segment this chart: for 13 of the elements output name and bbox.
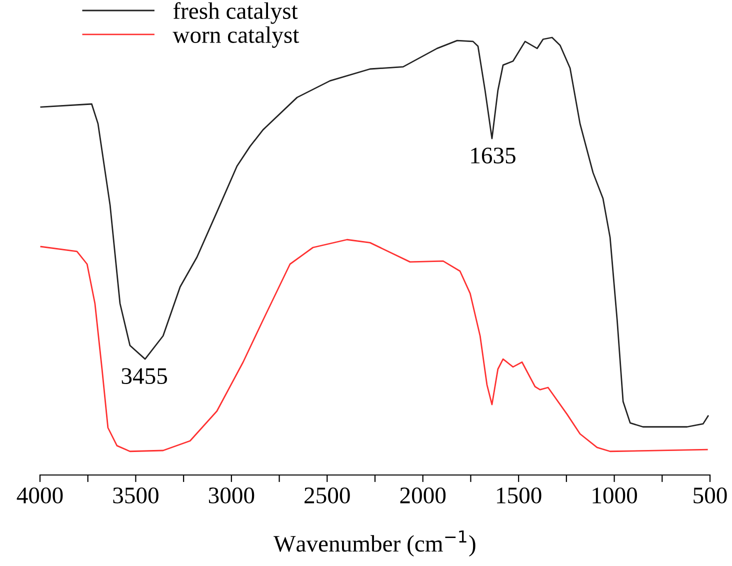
legend-label: fresh catalyst — [173, 2, 298, 24]
legend-label: worn catalyst — [172, 26, 300, 48]
annotation: 1635 — [471, 148, 516, 164]
annotation: 3455 — [122, 368, 168, 384]
x-tick-label: 2500 — [304, 487, 350, 504]
x-tick-label: 2000 — [400, 487, 446, 504]
x-axis-title: Wavenumber (cm$^{−1}$) — [273, 530, 476, 557]
x-tick-label: 500 — [694, 487, 727, 504]
x-tick-label: 1000 — [592, 487, 637, 504]
x-tick-label: 1500 — [497, 487, 542, 504]
x-tick-label: 3000 — [208, 487, 254, 504]
x-tick-label: 3500 — [113, 487, 158, 504]
x-tick-label: 4000 — [16, 487, 63, 504]
